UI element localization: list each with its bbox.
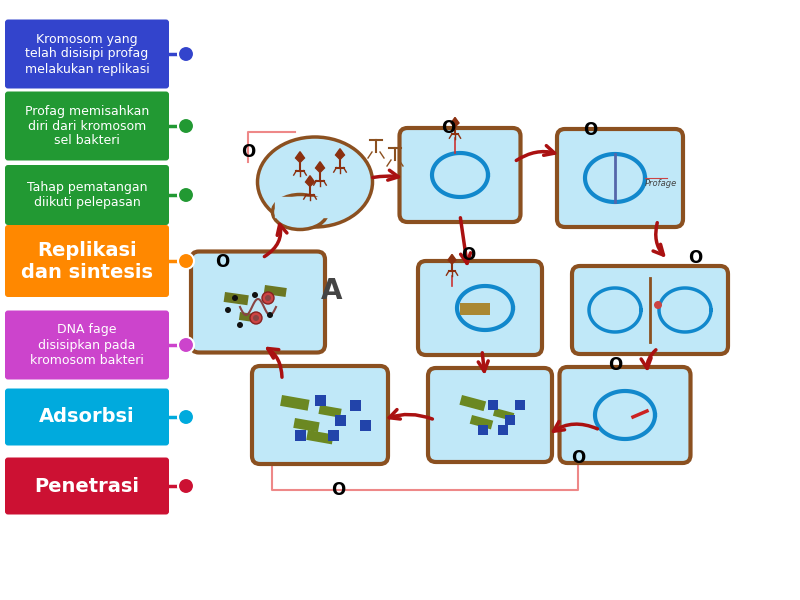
Bar (488, 400, 498, 410)
Bar (264, 285, 286, 297)
Polygon shape (451, 118, 459, 127)
Text: O: O (688, 249, 702, 267)
Bar (315, 395, 326, 406)
Circle shape (654, 301, 662, 309)
FancyBboxPatch shape (559, 367, 690, 463)
Text: Replikasi
dan sintesis: Replikasi dan sintesis (21, 241, 153, 281)
Text: Kromosom yang
telah disisipi profag
melakukan replikasi: Kromosom yang telah disisipi profag mela… (25, 32, 150, 76)
Circle shape (252, 292, 258, 298)
FancyBboxPatch shape (557, 129, 683, 227)
FancyBboxPatch shape (191, 251, 325, 352)
Ellipse shape (258, 137, 373, 227)
Text: Profage: Profage (645, 179, 678, 187)
Text: Penetrasi: Penetrasi (34, 476, 139, 496)
Polygon shape (448, 254, 456, 264)
Ellipse shape (273, 194, 327, 229)
Bar (306, 430, 334, 445)
Text: DNA fage
disisipkan pada
kromosom bakteri: DNA fage disisipkan pada kromosom bakter… (30, 323, 144, 367)
Circle shape (178, 253, 194, 269)
Circle shape (178, 187, 194, 203)
Text: A: A (322, 277, 342, 305)
Circle shape (237, 322, 243, 328)
Circle shape (267, 312, 273, 318)
Bar (470, 415, 494, 430)
FancyBboxPatch shape (428, 368, 552, 462)
Polygon shape (275, 197, 335, 217)
Bar (239, 312, 260, 323)
Bar (505, 415, 515, 425)
Circle shape (225, 307, 231, 313)
Circle shape (178, 46, 194, 62)
FancyBboxPatch shape (5, 389, 169, 445)
Bar (460, 303, 490, 315)
FancyBboxPatch shape (5, 19, 169, 88)
Circle shape (178, 478, 194, 494)
Bar (515, 400, 525, 410)
Circle shape (250, 312, 262, 324)
Circle shape (253, 315, 259, 321)
Polygon shape (335, 149, 345, 160)
FancyBboxPatch shape (5, 165, 169, 225)
Text: O: O (571, 449, 585, 467)
FancyBboxPatch shape (5, 458, 169, 515)
FancyBboxPatch shape (418, 261, 542, 355)
Bar (498, 425, 508, 435)
FancyBboxPatch shape (572, 266, 728, 354)
FancyBboxPatch shape (252, 366, 388, 464)
Text: Tahap pematangan
diikuti pelepasan: Tahap pematangan diikuti pelepasan (26, 181, 147, 209)
Text: O: O (331, 481, 345, 499)
Bar (478, 425, 488, 435)
Bar (295, 430, 306, 441)
Bar (335, 415, 346, 426)
Circle shape (262, 292, 274, 304)
Text: O: O (461, 246, 475, 264)
Text: O: O (215, 253, 229, 271)
Text: Profag memisahkan
diri dari kromosom
sel bakteri: Profag memisahkan diri dari kromosom sel… (25, 104, 149, 148)
Polygon shape (306, 176, 314, 187)
Circle shape (178, 118, 194, 134)
FancyBboxPatch shape (399, 128, 521, 222)
Polygon shape (295, 152, 305, 163)
Circle shape (178, 337, 194, 353)
Text: O: O (608, 356, 622, 374)
Bar (294, 418, 320, 432)
Bar (459, 395, 486, 411)
Bar (350, 400, 361, 411)
Bar (328, 430, 339, 441)
Bar (360, 420, 371, 431)
Text: O: O (583, 121, 597, 139)
Text: Adsorbsi: Adsorbsi (39, 407, 135, 427)
Text: O: O (241, 143, 255, 161)
Bar (224, 292, 249, 305)
Polygon shape (315, 161, 325, 173)
Bar (493, 408, 514, 421)
Circle shape (232, 295, 238, 301)
Circle shape (178, 409, 194, 425)
Text: O: O (441, 119, 455, 137)
Bar (280, 395, 310, 410)
FancyBboxPatch shape (5, 311, 169, 379)
FancyBboxPatch shape (5, 91, 169, 160)
Bar (318, 405, 342, 418)
Circle shape (265, 295, 271, 301)
FancyBboxPatch shape (5, 225, 169, 297)
